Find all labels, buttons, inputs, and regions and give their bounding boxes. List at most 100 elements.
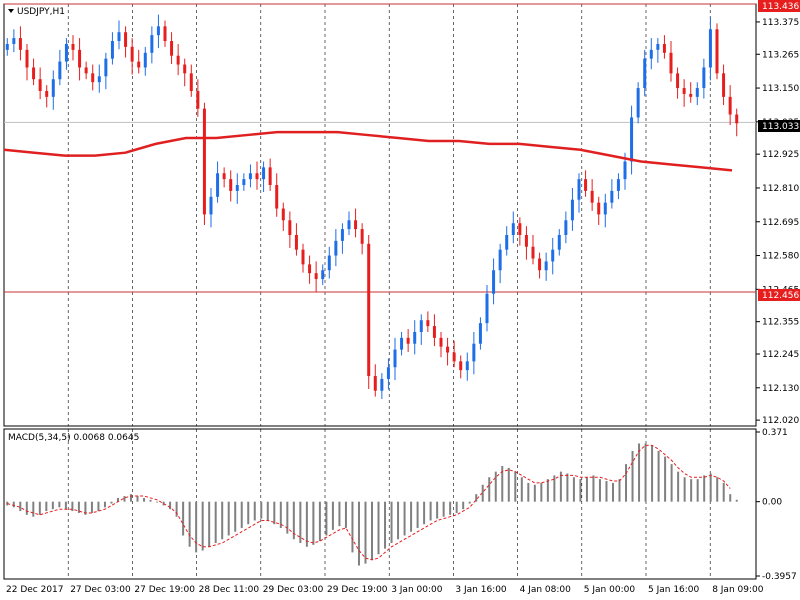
macd-bar <box>58 501 61 508</box>
macd-bar <box>136 496 139 502</box>
y-tick-label: 113.150 <box>762 84 799 94</box>
candle-body <box>340 229 344 241</box>
ma-line <box>3 130 733 172</box>
candle-body <box>426 320 430 327</box>
candle-body <box>695 88 699 97</box>
candle-body <box>367 243 371 377</box>
macd-bar <box>410 501 413 532</box>
macd-bar <box>696 479 699 502</box>
candle-body <box>288 220 292 235</box>
candle-body <box>84 67 88 74</box>
y-tick-label: 112.245 <box>762 350 799 360</box>
candle-body <box>459 361 463 371</box>
macd-bar <box>175 501 178 517</box>
candle-body <box>91 73 95 83</box>
candle-body <box>439 337 443 347</box>
macd-bar <box>475 494 478 502</box>
candle-body <box>577 179 581 200</box>
y-tick-label: 112.810 <box>762 184 799 194</box>
candle-body <box>538 258 542 271</box>
macd-bar <box>449 501 452 515</box>
candle-body <box>216 173 220 197</box>
top-price-tag <box>758 0 800 12</box>
macd-histogram <box>6 443 738 566</box>
macd-bar <box>331 501 334 530</box>
macd-bar <box>214 501 217 544</box>
candle-body <box>649 49 653 59</box>
macd-bar <box>390 501 393 544</box>
macd-signal-line <box>7 444 731 561</box>
macd-bar <box>605 481 608 502</box>
candle-body <box>590 190 594 203</box>
candle-body <box>676 73 680 89</box>
candle-body <box>209 196 213 215</box>
candle-body <box>124 32 128 47</box>
level-price-label: 112.456 <box>762 291 799 301</box>
macd-bar <box>566 473 569 502</box>
macd-bar <box>234 501 237 532</box>
candle-body <box>485 293 489 324</box>
candle-body <box>104 58 108 77</box>
macd-bar <box>670 464 673 502</box>
macd-bar <box>45 501 48 512</box>
macd-bar <box>397 501 400 540</box>
candle-body <box>715 29 719 74</box>
candle-body <box>669 52 673 74</box>
candle-body <box>334 240 338 256</box>
macd-bar <box>286 501 289 534</box>
candle-body <box>314 273 318 280</box>
x-tick-label: 4 Jan 08:00 <box>520 585 572 595</box>
candle-body <box>196 90 200 109</box>
candle-body <box>202 108 206 215</box>
candle-body <box>722 73 726 97</box>
y-tick-label: 113.265 <box>762 50 799 60</box>
candle-body <box>702 67 706 89</box>
macd-bar <box>266 501 269 521</box>
macd-bar <box>677 471 680 502</box>
candle-body <box>511 223 515 235</box>
candle-body <box>570 199 574 221</box>
macd-bar <box>38 501 41 515</box>
macd-bar <box>527 482 530 502</box>
x-tick-label: 29 Dec 03:00 <box>263 585 324 595</box>
macd-bar <box>507 467 510 502</box>
candle-body <box>551 249 555 262</box>
candle-body <box>255 173 259 180</box>
candle-body <box>137 61 141 68</box>
macd-bar <box>572 477 575 502</box>
macd-bar <box>462 501 465 510</box>
symbol-dropdown-icon[interactable] <box>8 9 14 13</box>
macd-bar <box>208 501 211 547</box>
macd-bar <box>292 501 295 540</box>
macd-bar <box>651 445 654 502</box>
macd-bar <box>592 475 595 502</box>
y-tick-label: 112.355 <box>762 318 799 328</box>
candle-body <box>446 346 450 353</box>
candle-body <box>452 352 456 362</box>
candle-body <box>472 343 476 362</box>
level-price-tag <box>758 289 800 301</box>
x-tick-label: 3 Jan 16:00 <box>455 585 507 595</box>
candle-body <box>689 93 693 97</box>
macd-bar <box>90 501 93 513</box>
macd-bar <box>585 477 588 502</box>
macd-bar <box>357 501 360 566</box>
x-tick-label: 29 Dec 19:00 <box>327 585 388 595</box>
candle-body <box>78 49 82 68</box>
macd-bar <box>436 501 439 519</box>
candle-body <box>25 49 29 68</box>
y-tick-label: 113.375 <box>762 18 799 28</box>
candle-body <box>97 76 101 83</box>
candle-body <box>294 234 298 250</box>
macd-bar <box>344 501 347 528</box>
macd-bar <box>481 484 484 502</box>
candle-body <box>531 246 535 259</box>
macd-bar <box>664 456 667 502</box>
x-tick-label: 27 Dec 03:00 <box>70 585 131 595</box>
macd-bar <box>429 501 432 521</box>
macd-bar <box>32 501 35 517</box>
candle-body <box>419 320 423 332</box>
candle-body <box>281 208 285 221</box>
candle-body <box>400 337 404 350</box>
